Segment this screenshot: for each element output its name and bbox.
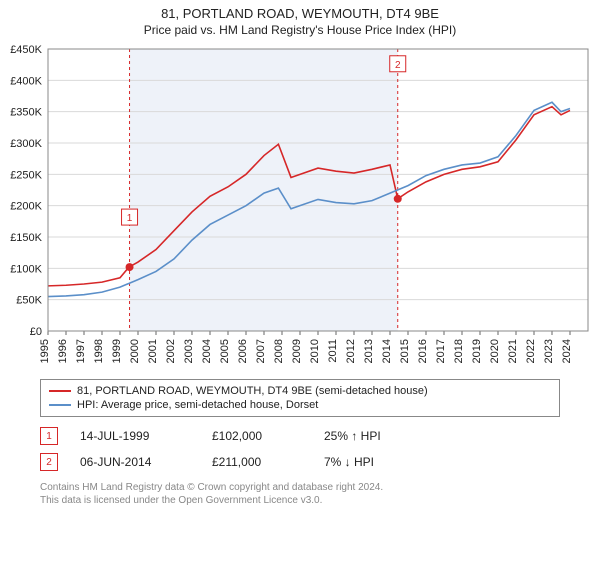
legend-label: 81, PORTLAND ROAD, WEYMOUTH, DT4 9BE (se…	[77, 385, 428, 397]
svg-text:2: 2	[395, 60, 401, 71]
sale-price: £211,000	[212, 455, 302, 469]
svg-text:2007: 2007	[255, 339, 267, 363]
svg-text:£350K: £350K	[10, 107, 42, 119]
footer: Contains HM Land Registry data © Crown c…	[40, 481, 560, 507]
sales-table: 1 14-JUL-1999 £102,000 25% ↑ HPI 2 06-JU…	[40, 423, 560, 475]
svg-text:£0: £0	[30, 326, 42, 338]
svg-text:2016: 2016	[417, 339, 429, 363]
svg-text:1996: 1996	[57, 339, 69, 363]
svg-text:2012: 2012	[345, 339, 357, 363]
svg-text:2024: 2024	[561, 339, 573, 363]
chart-container: £0 £50K £100K £150K £200K £250K £300K £350K £400…	[0, 43, 600, 373]
svg-text:2013: 2013	[363, 339, 375, 363]
sale-price: £102,000	[212, 429, 302, 443]
footer-line: Contains HM Land Registry data © Crown c…	[40, 481, 560, 494]
svg-text:2021: 2021	[507, 339, 519, 363]
svg-text:£450K: £450K	[10, 44, 42, 56]
sales-row: 1 14-JUL-1999 £102,000 25% ↑ HPI	[40, 423, 560, 449]
legend-swatch	[49, 390, 71, 392]
svg-text:2010: 2010	[309, 339, 321, 363]
svg-text:£200K: £200K	[10, 201, 42, 213]
svg-text:1997: 1997	[75, 339, 87, 363]
sale-marker-number: 1	[46, 431, 52, 442]
legend-item: HPI: Average price, semi-detached house,…	[49, 398, 551, 412]
sale-delta: 7% ↓ HPI	[324, 455, 374, 469]
svg-text:2022: 2022	[525, 339, 537, 363]
svg-text:2020: 2020	[489, 339, 501, 363]
svg-text:1: 1	[127, 213, 133, 224]
svg-text:2006: 2006	[237, 339, 249, 363]
svg-text:2005: 2005	[219, 339, 231, 363]
sales-row: 2 06-JUN-2014 £211,000 7% ↓ HPI	[40, 449, 560, 475]
sale-marker: 1	[40, 427, 58, 445]
svg-text:£50K: £50K	[16, 295, 42, 307]
legend-swatch	[49, 404, 71, 406]
svg-text:2011: 2011	[327, 339, 339, 363]
svg-text:1998: 1998	[93, 339, 105, 363]
svg-text:2017: 2017	[435, 339, 447, 363]
page-title: 81, PORTLAND ROAD, WEYMOUTH, DT4 9BE	[0, 6, 600, 21]
svg-text:2014: 2014	[381, 339, 393, 363]
svg-text:1999: 1999	[111, 339, 123, 363]
svg-text:2015: 2015	[399, 339, 411, 363]
svg-text:2001: 2001	[147, 339, 159, 363]
legend-item: 81, PORTLAND ROAD, WEYMOUTH, DT4 9BE (se…	[49, 384, 551, 398]
sale-date: 06-JUN-2014	[80, 455, 190, 469]
svg-text:2000: 2000	[129, 339, 141, 363]
sale-delta: 25% ↑ HPI	[324, 429, 381, 443]
svg-text:2018: 2018	[453, 339, 465, 363]
svg-text:2003: 2003	[183, 339, 195, 363]
legend: 81, PORTLAND ROAD, WEYMOUTH, DT4 9BE (se…	[40, 379, 560, 417]
price-chart: £0 £50K £100K £150K £200K £250K £300K £350K £400…	[0, 43, 600, 373]
svg-text:1995: 1995	[39, 339, 51, 363]
svg-text:£400K: £400K	[10, 75, 42, 87]
page-subtitle: Price paid vs. HM Land Registry's House …	[0, 23, 600, 37]
legend-label: HPI: Average price, semi-detached house,…	[77, 399, 318, 411]
svg-text:£300K: £300K	[10, 138, 42, 150]
sale-marker-number: 2	[46, 457, 52, 468]
svg-text:2008: 2008	[273, 339, 285, 363]
svg-text:2009: 2009	[291, 339, 303, 363]
svg-text:2004: 2004	[201, 339, 213, 363]
sale-date: 14-JUL-1999	[80, 429, 190, 443]
svg-text:£150K: £150K	[10, 232, 42, 244]
sale-marker: 2	[40, 453, 58, 471]
footer-line: This data is licensed under the Open Gov…	[40, 494, 560, 507]
svg-text:2002: 2002	[165, 339, 177, 363]
svg-text:2019: 2019	[471, 339, 483, 363]
svg-text:£100K: £100K	[10, 263, 42, 275]
svg-text:2023: 2023	[543, 339, 555, 363]
svg-text:£250K: £250K	[10, 169, 42, 181]
